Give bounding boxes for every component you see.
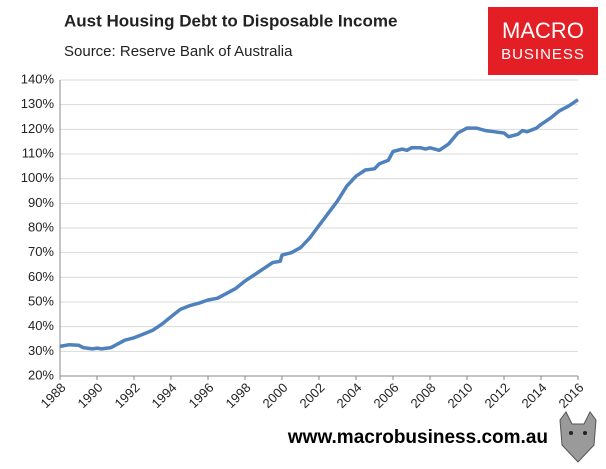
y-tick-label: 120% [21, 121, 55, 136]
footer: www.macrobusiness.com.au [287, 427, 548, 448]
x-tick-label: 1988 [37, 380, 68, 411]
y-tick-label: 30% [28, 343, 54, 358]
series-line [59, 98, 579, 351]
x-tick-label: 2000 [259, 380, 290, 411]
chart-title: Aust Housing Debt to Disposable Income [64, 11, 397, 30]
y-tick-label: 20% [28, 367, 54, 382]
x-tick-label: 1996 [185, 380, 216, 411]
logo-text: BUSINESS [501, 46, 585, 63]
x-tick-label: 1998 [222, 380, 253, 411]
x-tick-label: 2002 [296, 380, 327, 411]
x-tick-label: 2006 [370, 380, 401, 411]
x-tick-label: 1990 [74, 380, 105, 411]
y-tick-label: 80% [28, 219, 54, 234]
y-tick-label: 110% [22, 145, 55, 160]
y-tick-label: 70% [28, 244, 54, 259]
chart-subtitle: Source: Reserve Bank of Australia [64, 43, 293, 60]
x-tick-label: 2016 [555, 380, 586, 411]
wolf-icon [559, 411, 597, 463]
y-tick-label: 130% [21, 96, 55, 111]
y-tick-label: 40% [28, 318, 54, 333]
logo-text: MACRO [502, 18, 584, 43]
x-tick-label: 1994 [148, 380, 179, 411]
x-tick-label: 2012 [481, 380, 512, 411]
y-tick-label: 50% [28, 293, 54, 308]
x-tick-label: 2004 [333, 380, 364, 411]
y-tick-label: 100% [21, 170, 55, 185]
x-tick-label: 2014 [518, 380, 549, 411]
y-tick-label: 90% [28, 195, 54, 210]
x-tick-label: 2008 [407, 380, 438, 411]
logo-box [488, 7, 598, 75]
y-tick-label: 60% [28, 269, 54, 284]
y-tick-label: 140% [21, 71, 55, 86]
x-tick-label: 1992 [111, 380, 142, 411]
x-tick-label: 2010 [444, 380, 475, 411]
